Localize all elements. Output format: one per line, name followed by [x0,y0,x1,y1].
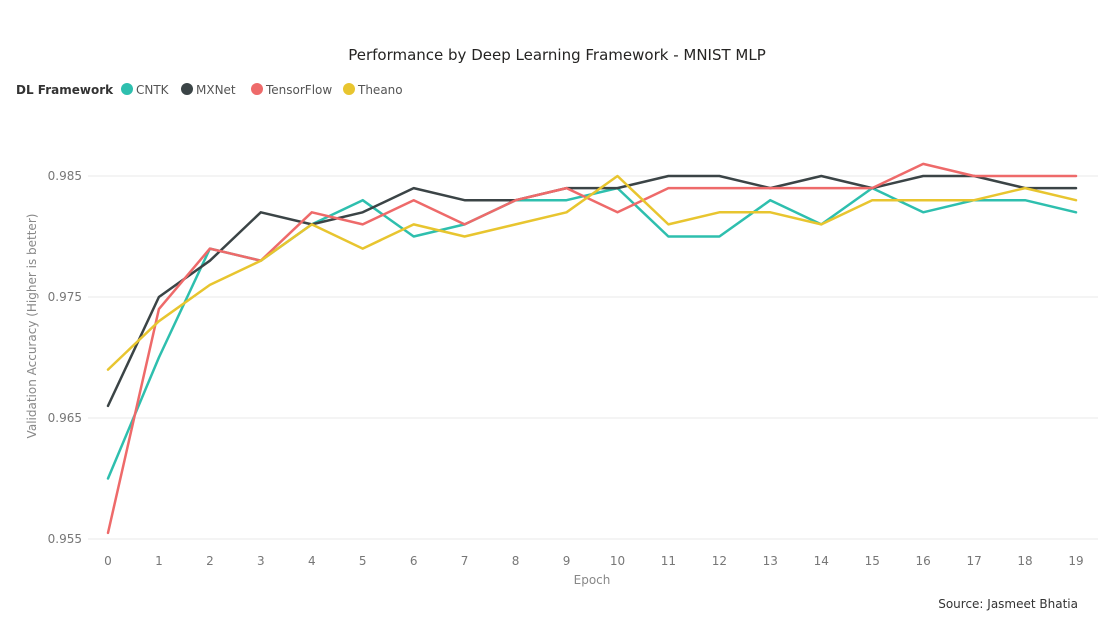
series-lines [106,162,1078,535]
x-tick-label: 5 [359,554,367,568]
y-axis-label: Validation Accuracy (Higher is better) [25,214,39,439]
y-tick-label: 0.965 [48,411,82,425]
legend-label-mxnet: MXNet [196,83,236,97]
x-tick-label: 4 [308,554,316,568]
gridlines [88,175,1098,540]
legend: CNTK MXNet TensorFlow Theano [121,83,403,97]
x-tick-label: 14 [814,554,829,568]
x-tick-label: 11 [661,554,676,568]
x-tick-label: 6 [410,554,418,568]
legend-title: DL Framework [16,83,114,97]
legend-label-tensorflow: TensorFlow [265,83,332,97]
legend-label-cntk: CNTK [136,83,170,97]
x-tick-label: 17 [966,554,981,568]
y-axis-ticks: 0.955 0.965 0.975 0.985 [48,169,82,546]
legend-marker-mxnet [181,83,193,95]
series-line-theano [106,174,1078,371]
x-tick-label: 9 [563,554,571,568]
x-tick-label: 15 [865,554,880,568]
legend-marker-cntk [121,83,133,95]
x-tick-label: 18 [1017,554,1032,568]
legend-marker-tensorflow [251,83,263,95]
series-line-cntk [106,186,1078,480]
chart-title: Performance by Deep Learning Framework -… [348,46,766,64]
x-tick-label: 10 [610,554,625,568]
x-tick-label: 7 [461,554,469,568]
x-axis-ticks: 0 1 2 3 4 5 6 7 8 9 10 11 12 13 14 15 16 17 18 19 [104,554,1083,568]
x-tick-label: 19 [1068,554,1083,568]
series-line-tensorflow [106,162,1078,535]
x-tick-label: 2 [206,554,214,568]
x-tick-label: 12 [712,554,727,568]
x-tick-label: 13 [763,554,778,568]
x-tick-label: 16 [916,554,931,568]
series-line-mxnet [106,174,1078,408]
y-tick-label: 0.975 [48,290,82,304]
legend-label-theano: Theano [357,83,403,97]
x-axis-label: Epoch [574,573,611,587]
x-tick-label: 8 [512,554,520,568]
x-tick-label: 1 [155,554,163,568]
legend-marker-theano [343,83,355,95]
y-tick-label: 0.985 [48,169,82,183]
x-tick-label: 0 [104,554,112,568]
source-note: Source: Jasmeet Bhatia [938,597,1078,611]
x-tick-label: 3 [257,554,265,568]
y-tick-label: 0.955 [48,532,82,546]
